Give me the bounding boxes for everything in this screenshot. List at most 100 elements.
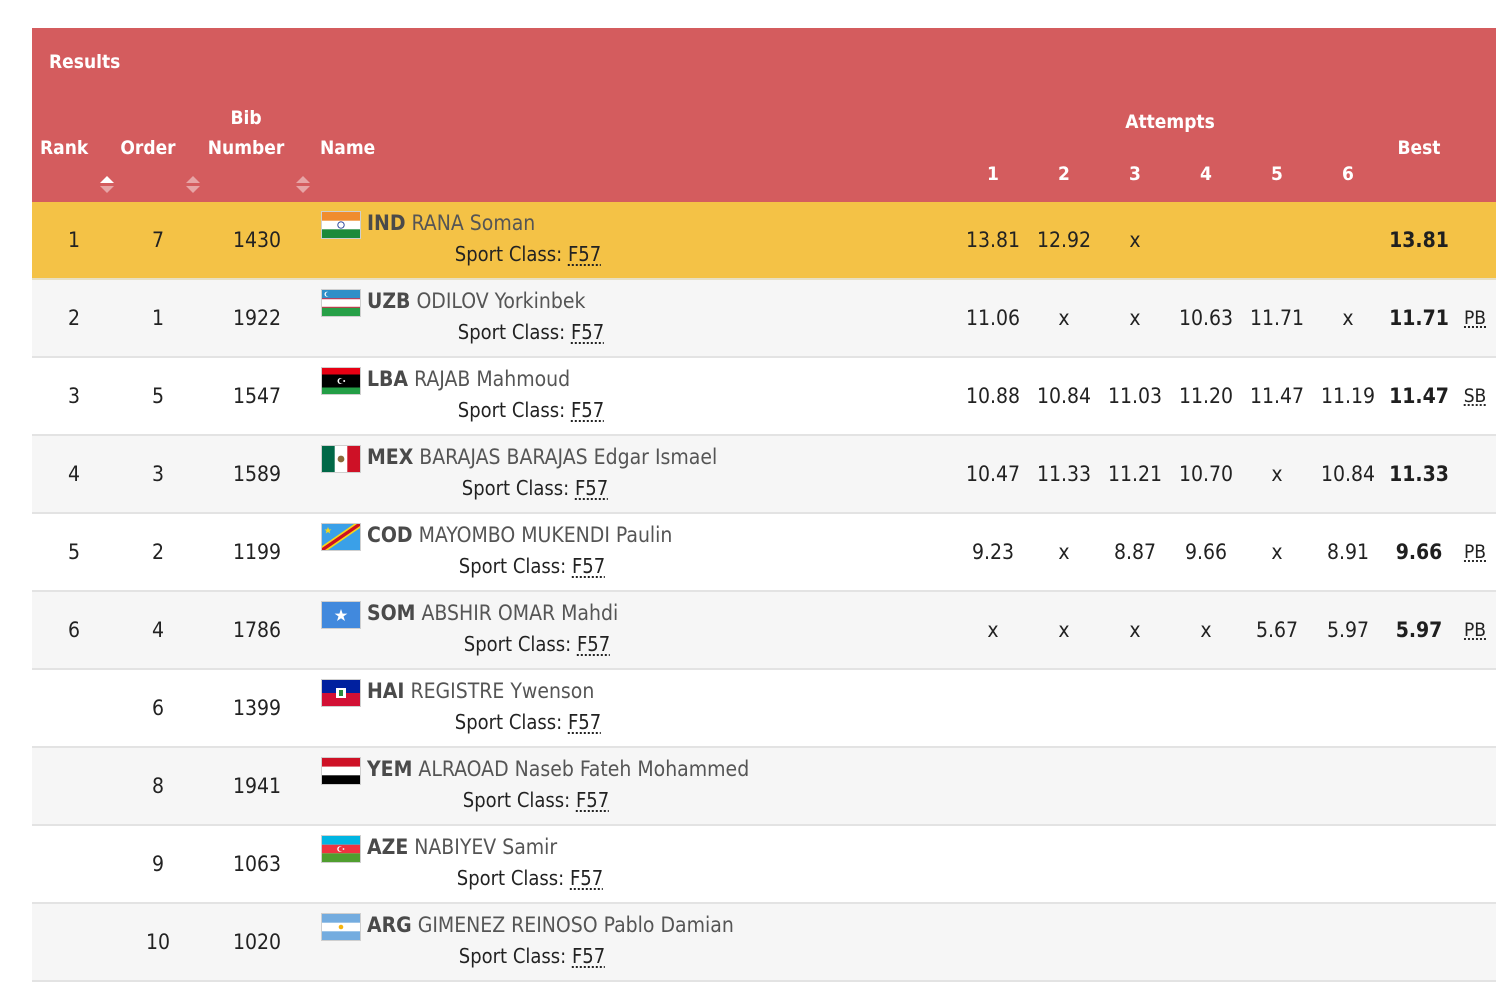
record-badge[interactable]: PB bbox=[1463, 541, 1487, 563]
best-cell: 13.81 bbox=[1389, 228, 1449, 252]
noc-code: SOM bbox=[367, 601, 416, 625]
attempt-4-cell: 10.70 bbox=[1178, 462, 1234, 486]
noc-code: AZE bbox=[367, 835, 409, 859]
sport-class-label: Sport Class: bbox=[458, 554, 567, 578]
athlete-name[interactable]: MEX BARAJAS BARAJAS Edgar Ismael bbox=[367, 445, 717, 469]
attempt-5-cell: 11.71 bbox=[1249, 306, 1305, 330]
rank-cell: 5 bbox=[67, 540, 81, 564]
india-flag bbox=[322, 212, 360, 238]
noc-code: ARG bbox=[367, 913, 412, 937]
attempt-3-cell: x bbox=[1129, 228, 1141, 252]
table-row: 5 2 1199 COD MAYOMBO MUKENDI Paulin Sport Cl… bbox=[32, 514, 1496, 592]
bib-cell: 1430 bbox=[232, 228, 282, 252]
order-cell: 6 bbox=[151, 696, 165, 720]
order-cell: 1 bbox=[151, 306, 165, 330]
attempt-4-cell: 11.20 bbox=[1178, 384, 1234, 408]
attempt-2-cell: 11.33 bbox=[1036, 462, 1092, 486]
attempt-4-cell: x bbox=[1200, 618, 1212, 642]
bib-cell: 1786 bbox=[232, 618, 282, 642]
attempt-1-header: 1 bbox=[987, 163, 999, 185]
attempt-6-cell: 5.97 bbox=[1326, 618, 1370, 642]
sport-class-link[interactable]: F57 bbox=[571, 944, 606, 968]
noc-code: UZB bbox=[367, 289, 411, 313]
athlete-name-text: ALRAOAD Naseb Fateh Mohammed bbox=[418, 757, 750, 781]
rank-column-header[interactable]: Rank bbox=[40, 137, 89, 159]
noc-code: COD bbox=[367, 523, 413, 547]
record-badge[interactable]: SB bbox=[1463, 385, 1487, 407]
noc-code: IND bbox=[367, 211, 406, 235]
sport-class: Sport Class: F57 bbox=[455, 242, 601, 266]
attempt-3-header: 3 bbox=[1129, 163, 1141, 185]
best-cell: 9.66 bbox=[1395, 540, 1443, 564]
order-cell: 9 bbox=[151, 852, 165, 876]
name-column-header: Name bbox=[320, 137, 376, 159]
athlete-name[interactable]: ARG GIMENEZ REINOSO Pablo Damian bbox=[367, 913, 734, 937]
bib-sort-icon[interactable] bbox=[296, 176, 310, 194]
athlete-name[interactable]: SOM ABSHIR OMAR Mahdi bbox=[367, 601, 618, 625]
attempt-3-cell: x bbox=[1129, 618, 1141, 642]
attempt-5-cell: 5.67 bbox=[1255, 618, 1299, 642]
athlete-name[interactable]: LBA RAJAB Mahmoud bbox=[367, 367, 570, 391]
sport-class: Sport Class: F57 bbox=[459, 554, 605, 578]
bib-column-header-line1[interactable]: Bib bbox=[230, 107, 262, 129]
attempt-1-cell: 11.06 bbox=[965, 306, 1021, 330]
sport-class-label: Sport Class: bbox=[463, 632, 572, 656]
sport-class-link[interactable]: F57 bbox=[567, 710, 602, 734]
athlete-name[interactable]: COD MAYOMBO MUKENDI Paulin bbox=[367, 523, 672, 547]
sport-class-label: Sport Class: bbox=[458, 944, 567, 968]
record-badge[interactable]: PB bbox=[1463, 307, 1487, 329]
order-column-header[interactable]: Order bbox=[120, 137, 176, 159]
record-badge[interactable]: PB bbox=[1463, 619, 1487, 641]
bib-column-header-line2[interactable]: Number bbox=[207, 137, 285, 159]
athlete-name-text: ODILOV Yorkinbek bbox=[416, 289, 586, 313]
results-header: Results Rank Order Bib Number Name Attem… bbox=[32, 28, 1496, 202]
order-cell: 8 bbox=[151, 774, 165, 798]
attempt-5-header: 5 bbox=[1271, 163, 1283, 185]
sport-class: Sport Class: F57 bbox=[457, 866, 603, 890]
rank-cell: 1 bbox=[67, 228, 81, 252]
rank-sort-icon[interactable] bbox=[100, 176, 114, 194]
bib-cell: 1922 bbox=[232, 306, 282, 330]
best-cell: 5.97 bbox=[1395, 618, 1443, 642]
azerbaijan-flag bbox=[322, 836, 360, 862]
athlete-name[interactable]: AZE NABIYEV Samir bbox=[367, 835, 557, 859]
sport-class-link[interactable]: F57 bbox=[571, 554, 606, 578]
sport-class-label: Sport Class: bbox=[457, 320, 566, 344]
argentina-flag bbox=[322, 914, 360, 940]
athlete-name-text: RAJAB Mahmoud bbox=[414, 367, 571, 391]
attempt-3-cell: 8.87 bbox=[1113, 540, 1157, 564]
table-row: 6 4 1786 SOM ABSHIR OMAR Mahdi Sport Class: … bbox=[32, 592, 1496, 670]
order-cell: 7 bbox=[151, 228, 165, 252]
sport-class-link[interactable]: F57 bbox=[570, 320, 605, 344]
sport-class-link[interactable]: F57 bbox=[575, 788, 610, 812]
sport-class-label: Sport Class: bbox=[462, 788, 571, 812]
best-cell: 11.71 bbox=[1389, 306, 1449, 330]
sport-class-link[interactable]: F57 bbox=[569, 866, 604, 890]
attempt-5-cell: 11.47 bbox=[1249, 384, 1305, 408]
athlete-name[interactable]: IND RANA Soman bbox=[367, 211, 535, 235]
order-cell: 5 bbox=[151, 384, 165, 408]
noc-code: MEX bbox=[367, 445, 414, 469]
order-cell: 3 bbox=[151, 462, 165, 486]
attempt-2-cell: 10.84 bbox=[1036, 384, 1092, 408]
attempt-4-header: 4 bbox=[1200, 163, 1212, 185]
athlete-name-text: GIMENEZ REINOSO Pablo Damian bbox=[417, 913, 734, 937]
athlete-name[interactable]: YEM ALRAOAD Naseb Fateh Mohammed bbox=[367, 757, 749, 781]
order-sort-icon[interactable] bbox=[186, 176, 200, 194]
sport-class-link[interactable]: F57 bbox=[567, 242, 602, 266]
attempt-6-cell: 11.19 bbox=[1320, 384, 1376, 408]
table-row: 8 1941 YEM ALRAOAD Naseb Fateh Mohammed Spo… bbox=[32, 748, 1496, 826]
haiti-flag bbox=[322, 680, 360, 706]
athlete-name[interactable]: HAI REGISTRE Ywenson bbox=[367, 679, 594, 703]
attempt-2-cell: 12.92 bbox=[1036, 228, 1092, 252]
sport-class-link[interactable]: F57 bbox=[574, 476, 609, 500]
athlete-name-text: ABSHIR OMAR Mahdi bbox=[421, 601, 619, 625]
sport-class-link[interactable]: F57 bbox=[576, 632, 611, 656]
sport-class-link[interactable]: F57 bbox=[570, 398, 605, 422]
sport-class-label: Sport Class: bbox=[456, 866, 565, 890]
athlete-name[interactable]: UZB ODILOV Yorkinbek bbox=[367, 289, 585, 313]
bib-cell: 1941 bbox=[232, 774, 282, 798]
attempt-6-cell: x bbox=[1342, 306, 1354, 330]
athlete-name-text: RANA Soman bbox=[411, 211, 536, 235]
table-row: 2 1 1922 UZB ODILOV Yorkinbek Sport Class: F… bbox=[32, 280, 1496, 358]
